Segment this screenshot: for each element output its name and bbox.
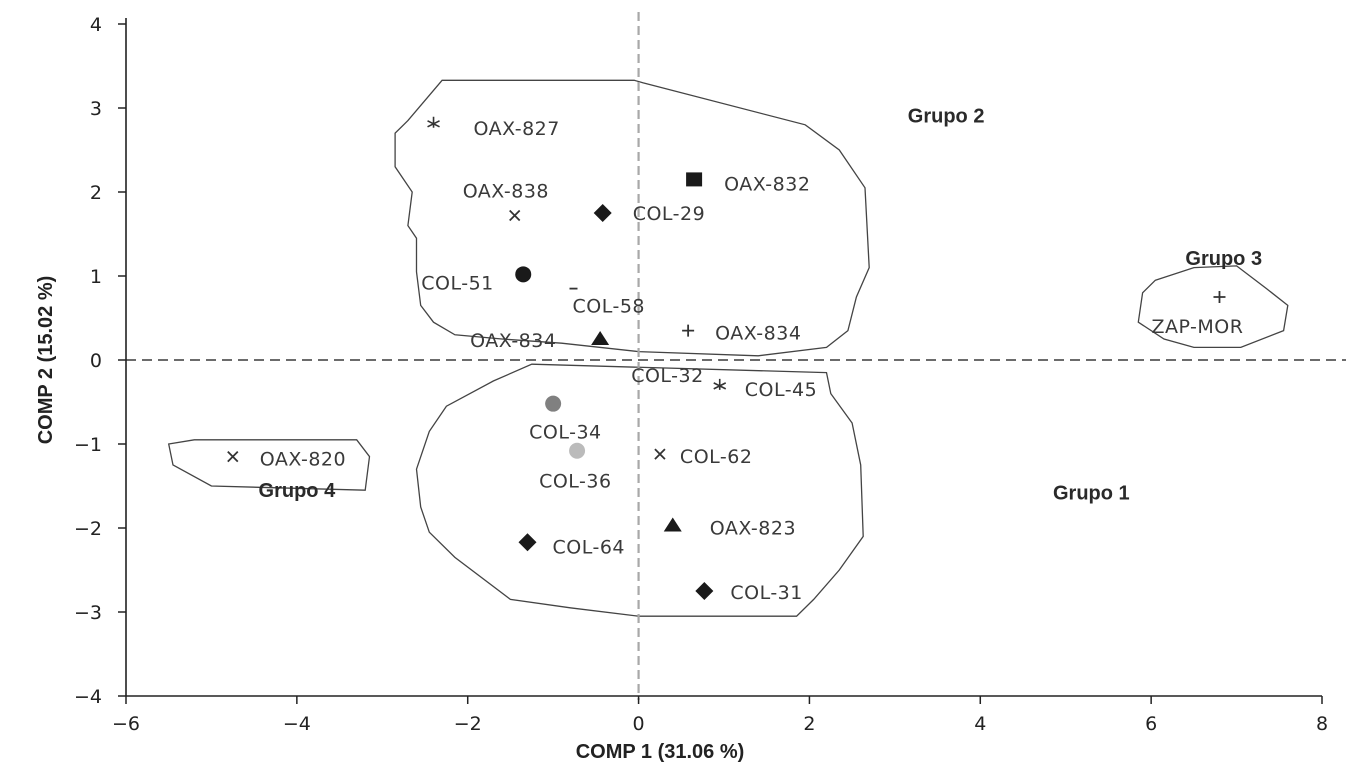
group-label-grupo-1: Grupo 1 <box>1053 482 1130 504</box>
x-axis-label: COMP 1 (31.06 %) <box>576 741 745 763</box>
oax-820-x-marker <box>227 450 239 463</box>
reference-lines <box>126 12 1346 700</box>
point-label-col-32: COL-32 <box>631 365 704 387</box>
group-label-grupo-3: Grupo 3 <box>1185 248 1262 270</box>
oax-834-plus-marker <box>682 324 695 337</box>
group-label-grupo-4: Grupo 4 <box>259 480 337 502</box>
point-label-col-36: COL-36 <box>539 471 612 493</box>
y-tick-label: 3 <box>90 98 102 120</box>
zap-mor-plus-marker <box>1213 291 1226 303</box>
point-label-zap-mor: ZAP-MOR <box>1151 316 1243 338</box>
point-label-col-29: COL-29 <box>633 203 706 225</box>
oax-832-square-marker <box>686 172 703 187</box>
col-45-star-marker <box>713 378 727 390</box>
point-label-col-45: COL-45 <box>745 379 818 401</box>
data-points <box>227 116 1226 600</box>
oax-838-x-marker <box>509 209 521 222</box>
x-tick-label: 2 <box>803 713 815 735</box>
group-labels: Grupo 1 Grupo 2 Grupo 3 Grupo 4 <box>259 105 1263 504</box>
oax-823-triangle-marker <box>663 517 682 532</box>
col-51-circle-marker <box>515 266 532 283</box>
point-labels: OAX-827 OAX-832 OAX-838 COL-29 COL-51 COL-58 O… <box>260 118 1243 604</box>
point-label-oax-832: OAX-832 <box>724 173 810 195</box>
point-label-col-62: COL-62 <box>680 446 753 468</box>
point-label-oax-827: OAX-827 <box>474 118 560 140</box>
hull-grupo-3 <box>1137 265 1289 349</box>
oax-834-triangle-marker <box>591 331 610 345</box>
group-label-grupo-2: Grupo 2 <box>908 105 985 127</box>
col-29-diamond-marker <box>593 204 612 222</box>
oax-827-star-marker <box>427 116 440 128</box>
y-tick-label: 4 <box>90 14 102 36</box>
x-tick-label: 0 <box>633 713 645 735</box>
point-label-col-34: COL-34 <box>529 422 602 444</box>
x-tick-label: 4 <box>974 713 986 735</box>
col-34-circle-marker <box>545 395 562 412</box>
col-64-diamond-marker <box>518 533 537 552</box>
hull-grupo-4 <box>167 439 371 491</box>
col-31-diamond-marker <box>695 582 714 600</box>
x-tick-label: −6 <box>112 713 140 735</box>
point-label-col-51: COL-51 <box>421 272 494 294</box>
y-tick-label: 2 <box>90 182 102 204</box>
group-hulls <box>167 79 1289 617</box>
point-label-col-31: COL-31 <box>730 582 803 604</box>
col-36-circle-marker <box>569 442 586 459</box>
point-label-oax-834: OAX-834 <box>470 330 556 352</box>
y-tick-label: −2 <box>74 518 102 540</box>
y-tick-label: 1 <box>90 266 102 288</box>
hull-grupo-1 <box>394 79 870 357</box>
x-tick-label: −4 <box>283 713 311 735</box>
y-tick-label: −4 <box>74 686 102 708</box>
point-label-oax-820: OAX-820 <box>260 449 346 471</box>
point-label-col-64: COL-64 <box>553 536 626 558</box>
y-axis-label: COMP 2 (15.02 %) <box>35 276 57 445</box>
point-label-col-58: COL-58 <box>573 296 646 318</box>
x-tick-label: 8 <box>1316 713 1328 735</box>
point-label-oax-823: OAX-823 <box>710 517 796 539</box>
axes: 4 3 2 1 0 −1 −2 −3 −4 −6 −4 −2 0 2 4 6 8 <box>74 14 1328 735</box>
point-label-oax-838: OAX-838 <box>463 181 549 203</box>
x-tick-label: 6 <box>1145 713 1157 735</box>
y-tick-label: 0 <box>90 350 102 372</box>
x-tick-label: −2 <box>454 713 482 735</box>
y-tick-label: −1 <box>74 434 102 456</box>
col-62-x-marker <box>654 448 666 460</box>
hull-grupo-2 <box>415 363 864 617</box>
point-label-oax-834: OAX-834 <box>715 323 801 345</box>
y-tick-label: −3 <box>74 602 102 624</box>
